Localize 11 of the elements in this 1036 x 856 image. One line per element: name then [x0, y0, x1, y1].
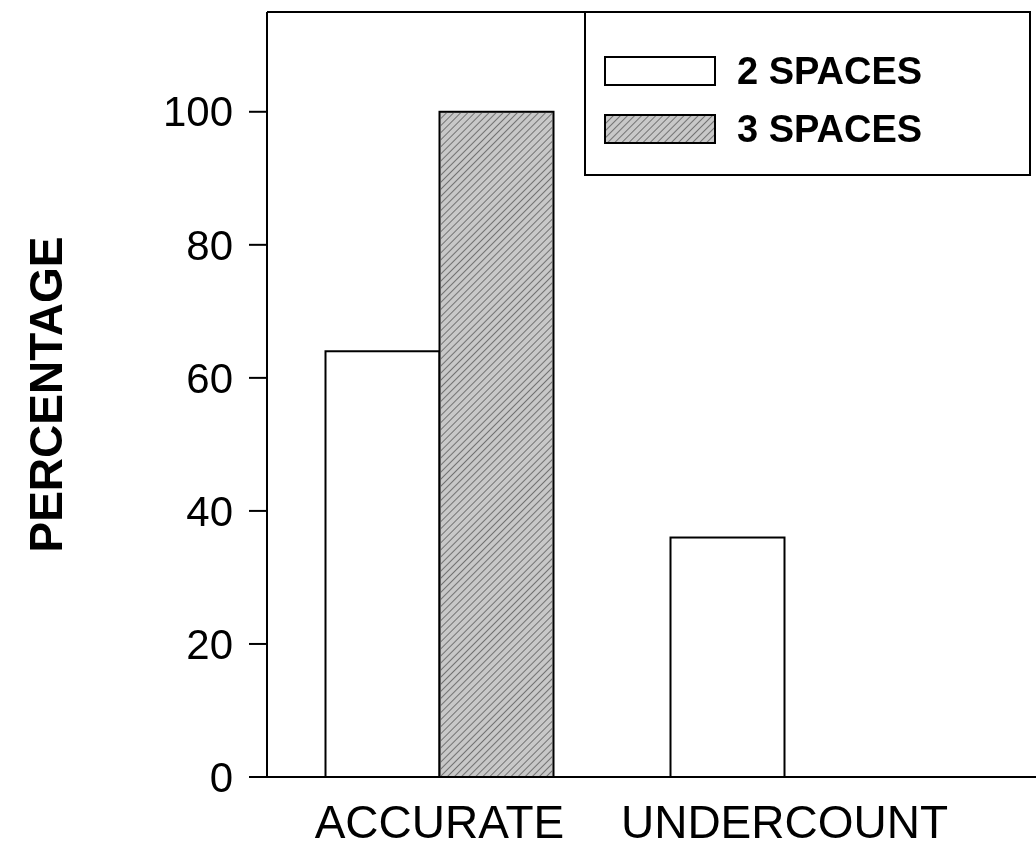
- y-tick-label: 40: [186, 487, 233, 535]
- x-tick-label: UNDERCOUNT: [620, 796, 949, 848]
- y-tick-label: 20: [186, 620, 233, 668]
- y-tick-label: 60: [186, 354, 233, 402]
- y-axis-title: PERCENTAGE: [20, 236, 72, 553]
- legend-label: 2 SPACES: [737, 50, 923, 93]
- y-tick-label: 100: [162, 88, 233, 136]
- y-tick-label: 0: [209, 753, 233, 801]
- y-tick-label: 80: [186, 221, 233, 269]
- legend-label: 3 SPACES: [737, 108, 923, 151]
- x-tick-label: ACCURATE: [314, 796, 565, 848]
